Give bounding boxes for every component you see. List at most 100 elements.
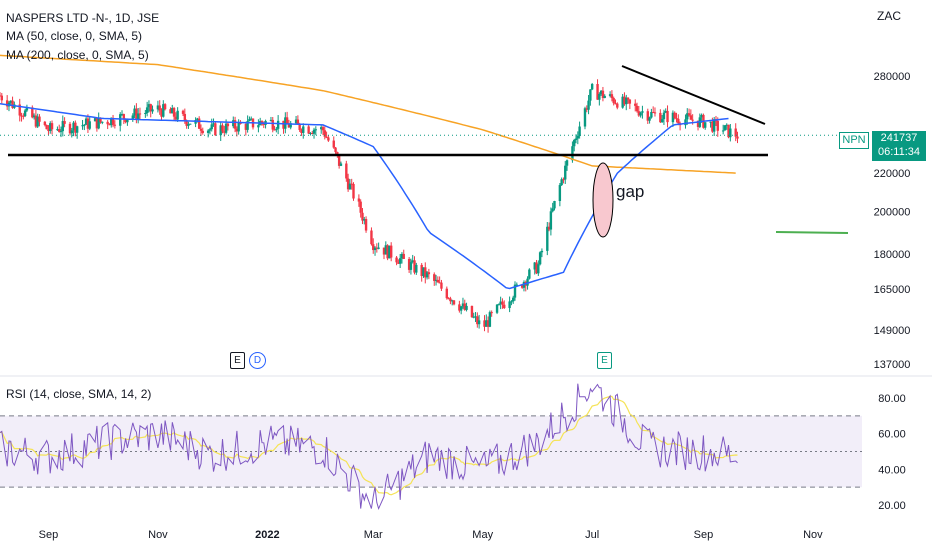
- candle-body-222: [558, 185, 562, 202]
- candle-body-61: [151, 109, 154, 112]
- price-tick-0: 137000: [874, 359, 911, 371]
- candle-body-183: [459, 306, 463, 311]
- legend-title: NASPERS LTD -N-, 1D, JSE: [6, 11, 160, 25]
- candle-body-45: [111, 117, 115, 125]
- candle-body-33: [83, 124, 86, 126]
- candle-body-14: [34, 115, 38, 127]
- candle-body-110: [275, 128, 278, 130]
- dividend-marker[interactable]: D: [249, 352, 266, 369]
- candle-body-168: [422, 267, 425, 277]
- candle-body-55: [136, 113, 140, 120]
- candle-body-75: [187, 124, 190, 126]
- candle-body-246: [616, 103, 619, 108]
- candle-body-277: [696, 120, 700, 127]
- candle-body-28: [70, 130, 73, 134]
- rsi-tick-2: 60.00: [878, 429, 906, 441]
- candle-body-228: [573, 139, 576, 147]
- candle-body-46: [113, 124, 117, 126]
- candle-body-133: [334, 147, 337, 153]
- candle-body-207: [520, 284, 524, 288]
- candle-body-19: [47, 129, 50, 132]
- candle-body-232: [583, 108, 587, 127]
- horizontal-drawing: [775, 231, 849, 234]
- rsi-line: [0, 383, 738, 511]
- candle-body-227: [571, 146, 574, 161]
- candle-body-273: [686, 113, 689, 120]
- candle-body-30: [74, 122, 77, 133]
- earnings-marker[interactable]: E: [230, 352, 245, 369]
- candle-body-220: [551, 208, 554, 212]
- candle-body-16: [38, 116, 41, 122]
- x-tick-5: Jul: [585, 529, 599, 541]
- candle-body-254: [637, 111, 641, 116]
- candle-body-241: [603, 95, 606, 98]
- candle-body-85: [212, 123, 215, 125]
- candle-body-9: [22, 115, 25, 117]
- candle-body-2: [5, 100, 9, 107]
- candle-body-129: [323, 130, 326, 137]
- candle-body-198: [497, 304, 501, 306]
- candle-body-48: [120, 114, 124, 116]
- candle-body-202: [508, 301, 511, 309]
- candle-body-86: [214, 123, 217, 136]
- candle-body-122: [307, 126, 310, 134]
- candle-body-224: [562, 179, 565, 181]
- candle-body-125: [312, 129, 316, 134]
- candle-body-38: [95, 118, 99, 129]
- legend-ma200[interactable]: MA (200, close, 0, SMA, 5): [6, 48, 149, 62]
- candle-body-250: [626, 97, 630, 100]
- earnings-marker-2[interactable]: E: [597, 352, 612, 369]
- candle-body-235: [589, 89, 592, 101]
- candle-body-78: [196, 118, 199, 121]
- candle-body-256: [641, 111, 644, 113]
- candle-body-128: [321, 127, 325, 131]
- candle-body-177: [445, 288, 449, 299]
- candle-body-283: [711, 121, 714, 132]
- candle-body-34: [84, 118, 88, 125]
- candle-body-210: [526, 278, 529, 286]
- candle-body-155: [388, 245, 391, 259]
- candle-body-147: [370, 230, 373, 245]
- candle-body-181: [452, 300, 456, 305]
- rsi-ma-line: [0, 395, 738, 496]
- candle-body-31: [75, 126, 79, 133]
- candle-body-165: [413, 260, 416, 273]
- candle-body-98: [246, 120, 249, 130]
- candle-body-182: [458, 304, 461, 311]
- candle-body-223: [560, 179, 563, 186]
- candle-body-266: [666, 110, 669, 123]
- candle-body-108: [271, 119, 274, 130]
- candle-body-72: [181, 110, 185, 114]
- candle-body-252: [634, 103, 637, 106]
- candle-body-65: [162, 104, 165, 117]
- last-price-tag: 241737 06:11:34: [872, 131, 926, 161]
- candle-body-64: [160, 110, 163, 117]
- candle-body-193: [485, 320, 488, 327]
- candle-body-265: [664, 110, 667, 113]
- legend-rsi[interactable]: RSI (14, close, SMA, 14, 2): [6, 387, 152, 401]
- candle-body-289: [725, 124, 728, 126]
- descending-trendline: [621, 65, 766, 125]
- candle-body-229: [574, 138, 578, 140]
- candle-body-145: [363, 219, 366, 221]
- candle-body-189: [474, 316, 477, 318]
- candle-body-67: [169, 109, 172, 114]
- candle-body-21: [50, 123, 54, 130]
- candle-body-91: [226, 123, 230, 127]
- candle-body-173: [434, 279, 438, 281]
- candle-body-47: [119, 114, 122, 126]
- candle-body-115: [287, 123, 291, 128]
- candle-body-141: [352, 184, 355, 199]
- candle-body-142: [357, 198, 361, 202]
- x-tick-2: 2022: [255, 529, 279, 541]
- candle-body-107: [269, 119, 273, 121]
- candle-body-288: [723, 125, 727, 131]
- candle-body-244: [612, 98, 615, 104]
- candle-body-52: [131, 115, 134, 119]
- candle-body-214: [537, 264, 540, 274]
- last-price: 241737: [880, 132, 918, 144]
- legend-ma50[interactable]: MA (50, close, 0, SMA, 5): [6, 29, 143, 43]
- price-tick-5: 220000: [874, 168, 911, 180]
